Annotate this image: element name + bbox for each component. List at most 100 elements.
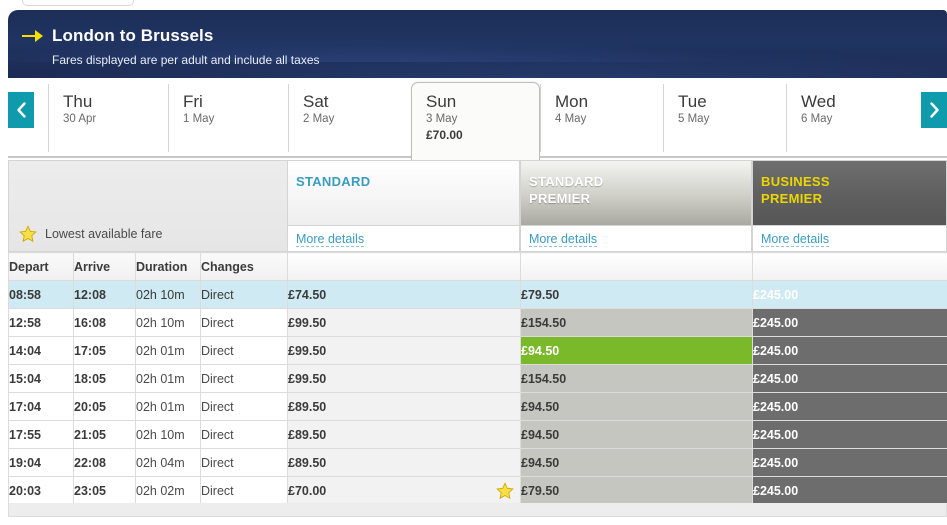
- class-details-standard-premier: More details: [520, 225, 752, 252]
- page-top-sliver: [22, 0, 134, 6]
- fare-cell-standard-premier[interactable]: £154.50: [520, 364, 753, 393]
- day-tab-dow: Mon: [555, 92, 589, 111]
- table-row[interactable]: 20:03 23:05 02h 02m Direct £70.00 £79.50…: [8, 476, 947, 505]
- day-tab-dow: Sun: [426, 92, 457, 111]
- fare-cell-business-premier[interactable]: £245.00: [752, 476, 947, 505]
- fare-cell-standard-premier[interactable]: £94.50: [520, 420, 753, 449]
- cell-arrive: 17:05: [73, 336, 136, 365]
- results-table-head: Depart Arrive Duration Changes: [8, 252, 947, 281]
- day-tab-dow: Thu: [63, 92, 93, 111]
- more-details-link-standard[interactable]: More details: [296, 232, 365, 247]
- fare-cell-business-premier[interactable]: £245.00: [752, 308, 947, 337]
- arrow-right-icon: [22, 30, 43, 42]
- previous-days-button[interactable]: [8, 92, 34, 128]
- table-row[interactable]: 15:04 18:05 02h 01m Direct £99.50 £154.5…: [8, 364, 947, 393]
- column-header-standard: [287, 252, 521, 281]
- day-tab-date: 30 Apr: [63, 113, 97, 125]
- fare-cell-standard[interactable]: £99.50: [287, 364, 521, 393]
- cell-changes: Direct: [200, 336, 288, 365]
- day-tab-date: 6 May: [801, 113, 833, 125]
- more-details-link-standard-premier[interactable]: More details: [529, 232, 598, 247]
- day-tab-price: £70.00: [426, 128, 463, 142]
- day-tab-date: 2 May: [303, 113, 335, 125]
- day-tab-date: 1 May: [183, 113, 215, 125]
- class-caption-standard: STANDARD: [287, 160, 520, 225]
- column-header-duration: Duration: [135, 252, 201, 281]
- table-header-row: Depart Arrive Duration Changes: [8, 252, 947, 281]
- cell-duration: 02h 10m: [135, 280, 201, 309]
- fare-cell-standard[interactable]: £89.50: [287, 392, 521, 421]
- day-tab-thu[interactable]: Thu 30 Apr: [48, 84, 168, 152]
- class-caption-standard-premier: STANDARD PREMIER: [520, 160, 752, 225]
- table-row[interactable]: 12:58 16:08 02h 10m Direct £99.50 £154.5…: [8, 308, 947, 337]
- day-tab-fri[interactable]: Fri 1 May: [168, 84, 288, 152]
- class-details-business-premier: More details: [752, 225, 947, 252]
- day-tab-date: 3 May: [426, 113, 458, 125]
- cell-arrive: 22:08: [73, 448, 136, 477]
- day-tab-sat[interactable]: Sat 2 May: [288, 84, 411, 152]
- table-row[interactable]: 17:04 20:05 02h 01m Direct £89.50 £94.50…: [8, 392, 947, 421]
- cell-arrive: 20:05: [73, 392, 136, 421]
- cell-duration: 02h 10m: [135, 308, 201, 337]
- fare-cell-standard-premier-selected[interactable]: £94.50: [520, 336, 753, 365]
- fare-cell-business-premier[interactable]: £245.00: [752, 336, 947, 365]
- class-column-standard: STANDARD More details: [287, 160, 520, 252]
- fare-cell-business-premier[interactable]: £245.00: [752, 448, 947, 477]
- fare-cell-standard-lowest[interactable]: £70.00: [287, 476, 521, 505]
- page-title: London to Brussels: [52, 26, 214, 45]
- fare-cell-standard[interactable]: £99.50: [287, 308, 521, 337]
- fare-cell-business-premier[interactable]: £245.00: [752, 280, 947, 309]
- fare-cell-business-premier[interactable]: £245.00: [752, 420, 947, 449]
- cell-duration: 02h 01m: [135, 392, 201, 421]
- fare-cell-business-premier[interactable]: £245.00: [752, 392, 947, 421]
- day-tab-sun[interactable]: Sun 3 May £70.00: [411, 82, 540, 160]
- class-column-business-premier: BUSINESS PREMIER More details: [752, 160, 947, 252]
- table-row[interactable]: 08:58 12:08 02h 10m Direct £74.50 £79.50…: [8, 280, 947, 309]
- route-banner: London to Brussels Fares displayed are p…: [8, 10, 947, 78]
- fare-cell-standard-premier[interactable]: £79.50: [520, 476, 753, 505]
- column-header-arrive: Arrive: [73, 252, 136, 281]
- legend-label: Lowest available fare: [45, 227, 163, 241]
- results-table: Depart Arrive Duration Changes 08:58 12:…: [8, 252, 947, 505]
- next-days-button[interactable]: [921, 92, 947, 128]
- fare-cell-standard-premier[interactable]: £154.50: [520, 308, 753, 337]
- class-header-band: Lowest available fare STANDARD More deta…: [8, 160, 947, 252]
- day-tab-wed[interactable]: Wed 6 May: [786, 84, 907, 152]
- column-header-changes: Changes: [200, 252, 288, 281]
- cell-arrive: 12:08: [73, 280, 136, 309]
- cell-duration: 02h 02m: [135, 476, 201, 505]
- lowest-fare-star-icon: [496, 481, 514, 499]
- cell-changes: Direct: [200, 364, 288, 393]
- fare-cell-standard-premier[interactable]: £79.50: [520, 280, 753, 309]
- table-row[interactable]: 19:04 22:08 02h 04m Direct £89.50 £94.50…: [8, 448, 947, 477]
- banner-subtitle: Fares displayed are per adult and includ…: [52, 53, 320, 67]
- day-tabs: Thu 30 Apr Fri 1 May Sat 2 May Sun 3 May…: [48, 78, 907, 160]
- day-tab-dow: Wed: [801, 92, 836, 111]
- star-icon: [19, 225, 37, 243]
- class-title-line1: STANDARD: [529, 174, 604, 189]
- fare-cell-standard-premier[interactable]: £94.50: [520, 448, 753, 477]
- fare-cell-standard[interactable]: £89.50: [287, 448, 521, 477]
- fare-cell-standard[interactable]: £74.50: [287, 280, 521, 309]
- cell-arrive: 23:05: [73, 476, 136, 505]
- fare-cell-standard[interactable]: £89.50: [287, 420, 521, 449]
- cell-duration: 02h 01m: [135, 336, 201, 365]
- fare-cell-standard-premier[interactable]: £94.50: [520, 392, 753, 421]
- class-title-line1: BUSINESS: [761, 174, 830, 189]
- table-footer-strip: [8, 503, 947, 517]
- fare-cell-standard[interactable]: £99.50: [287, 336, 521, 365]
- column-header-standard-premier: [520, 252, 753, 281]
- fare-cell-business-premier[interactable]: £245.00: [752, 364, 947, 393]
- cell-depart: 14:04: [8, 336, 74, 365]
- day-tab-dow: Sat: [303, 92, 329, 111]
- table-row[interactable]: 14:04 17:05 02h 01m Direct £99.50 £94.50…: [8, 336, 947, 365]
- cell-depart: 15:04: [8, 364, 74, 393]
- day-tab-tue[interactable]: Tue 5 May: [663, 84, 786, 152]
- more-details-link-business-premier[interactable]: More details: [761, 232, 830, 247]
- class-details-standard: More details: [287, 225, 520, 252]
- cell-duration: 02h 01m: [135, 364, 201, 393]
- lowest-fare-legend: Lowest available fare: [19, 225, 162, 243]
- cell-changes: Direct: [200, 448, 288, 477]
- table-row[interactable]: 17:55 21:05 02h 10m Direct £89.50 £94.50…: [8, 420, 947, 449]
- day-tab-mon[interactable]: Mon 4 May: [540, 84, 663, 152]
